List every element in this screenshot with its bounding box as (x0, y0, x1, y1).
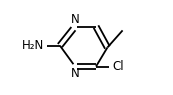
Text: N: N (71, 67, 79, 80)
Text: N: N (71, 13, 79, 26)
Text: Cl: Cl (112, 60, 124, 73)
Text: H₂N: H₂N (21, 39, 44, 52)
